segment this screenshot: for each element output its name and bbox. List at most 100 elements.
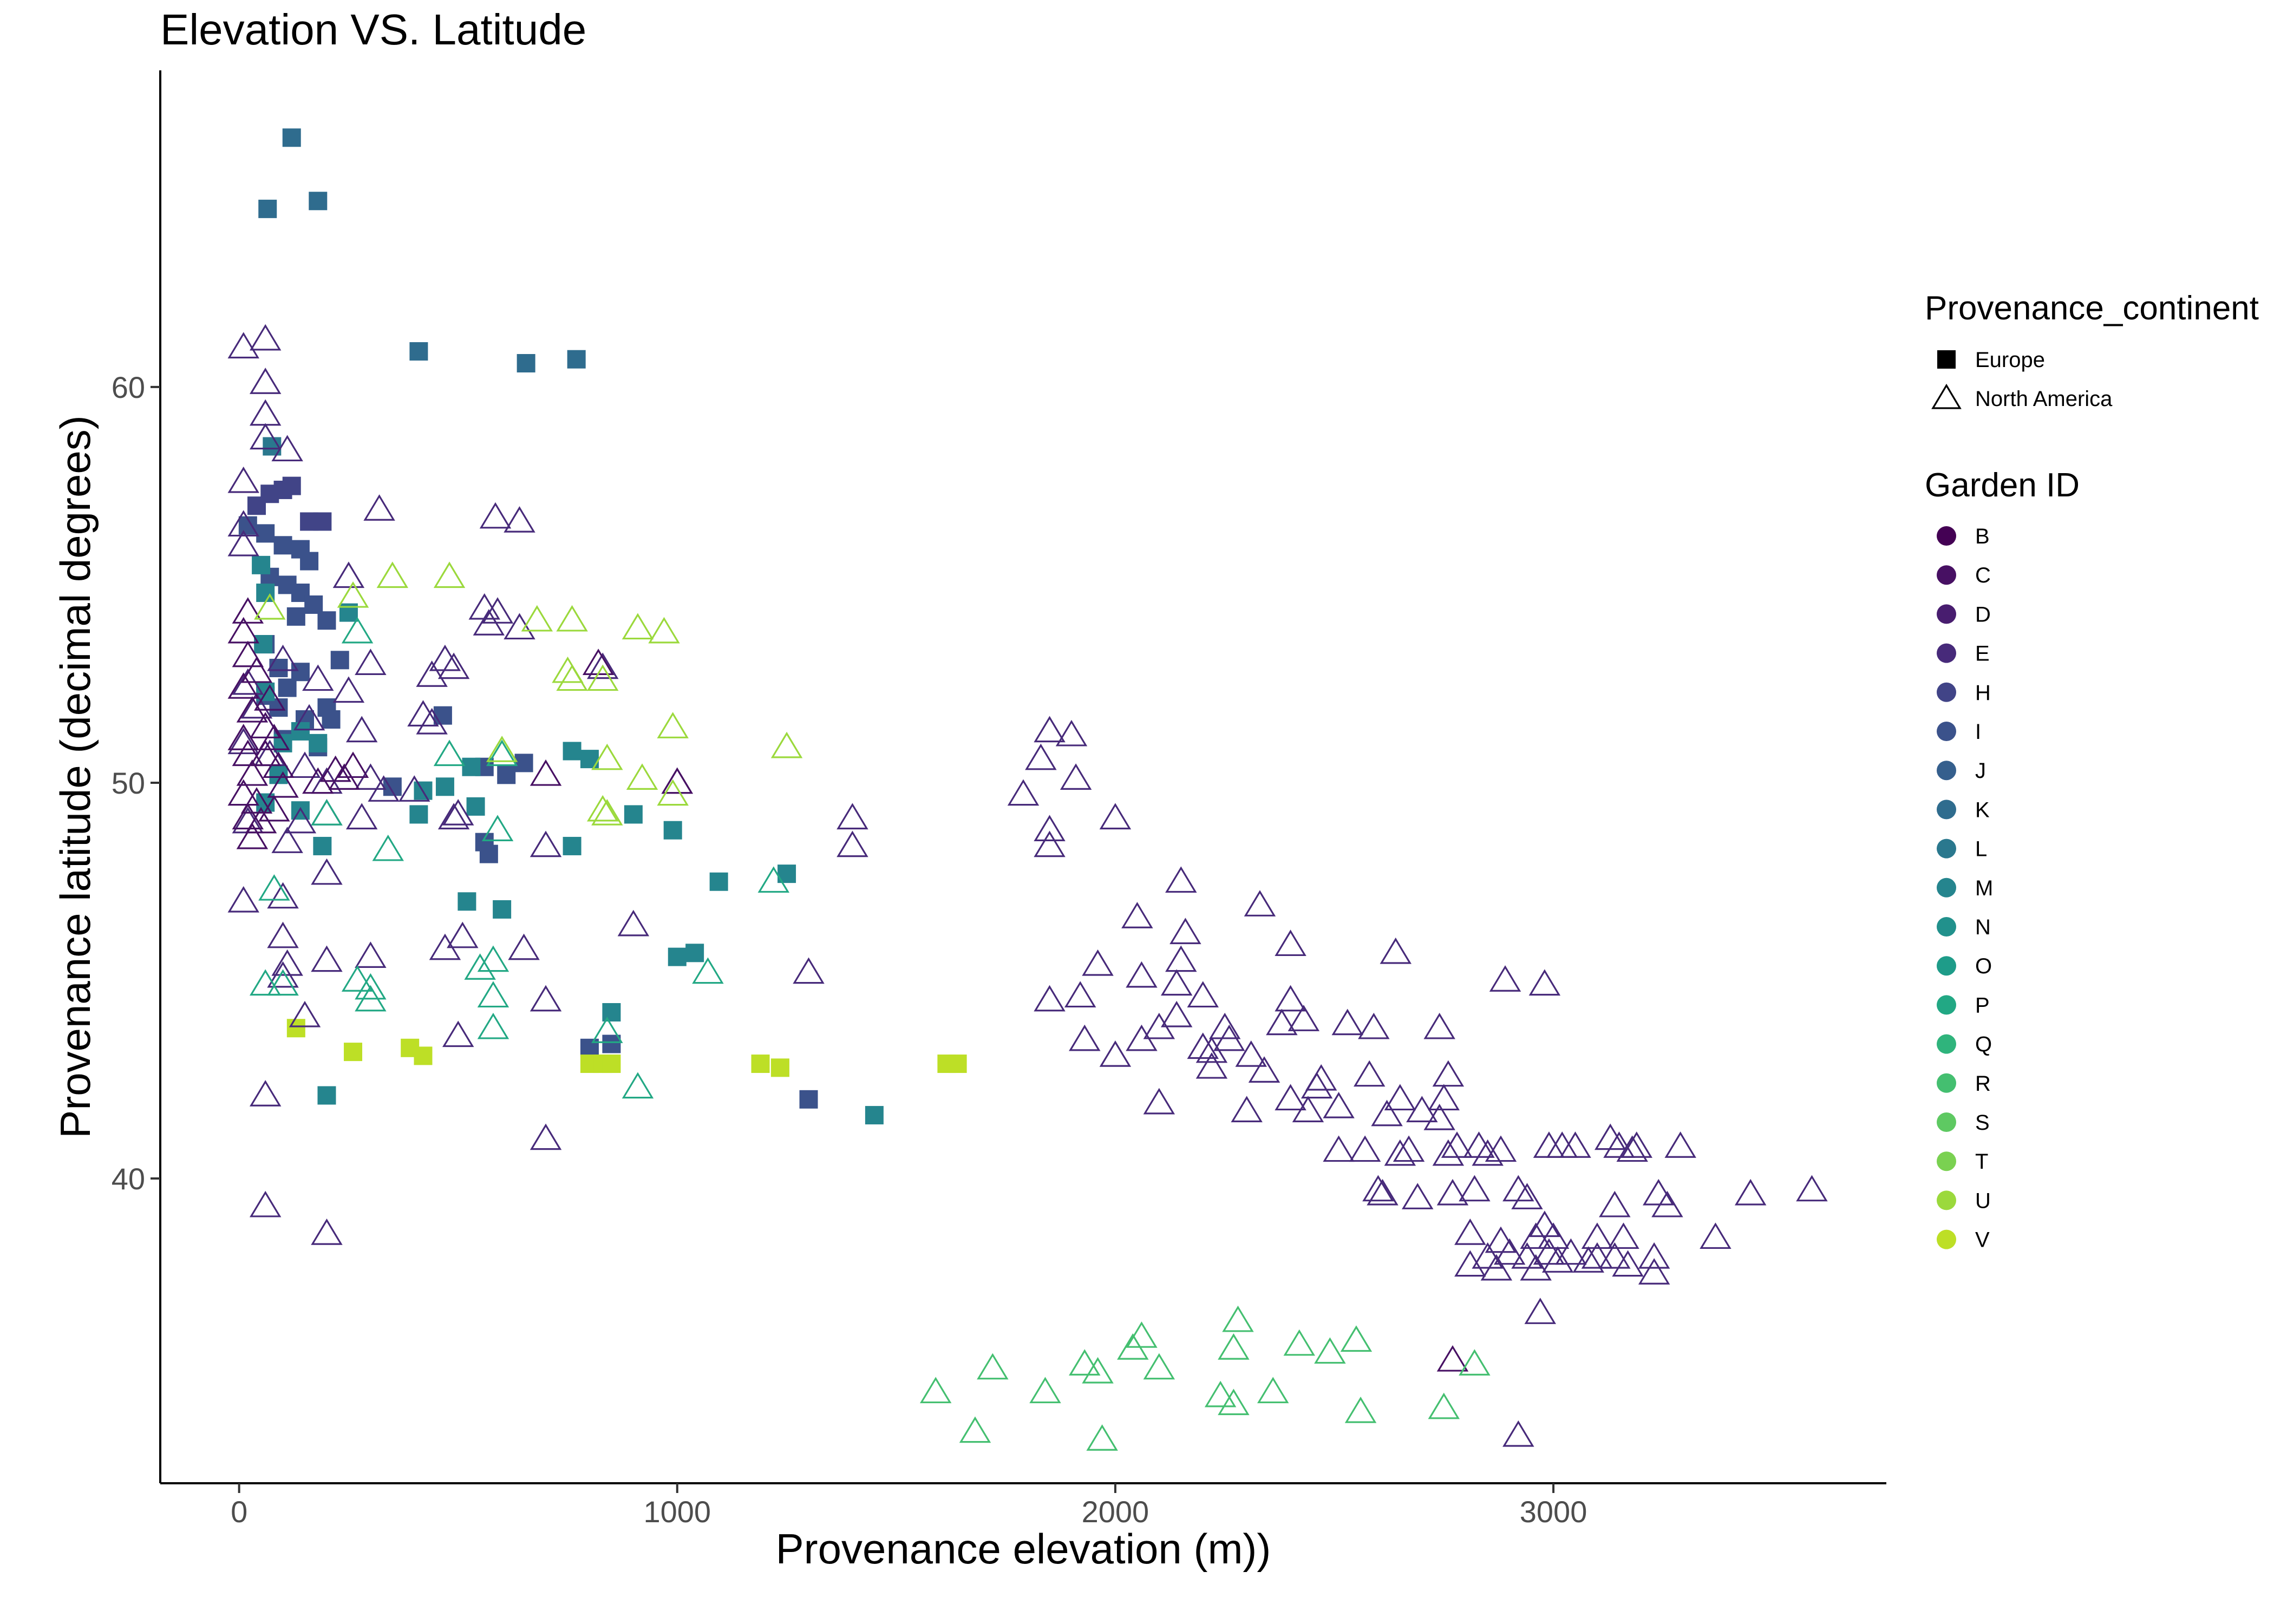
data-point-north-america <box>1082 949 1114 976</box>
data-point-north-america <box>1121 902 1153 928</box>
data-point-north-america <box>311 799 343 826</box>
data-point-north-america <box>1599 1242 1631 1269</box>
data-point-north-america <box>337 751 369 778</box>
data-point-europe <box>409 342 428 361</box>
data-point-north-america <box>1367 1178 1399 1206</box>
data-point-north-america <box>1520 1254 1552 1281</box>
data-point-north-america <box>479 502 512 529</box>
data-point-north-america <box>311 799 343 826</box>
data-point-north-america <box>622 613 654 640</box>
legend-key-triangle <box>1931 383 1962 409</box>
legend-key-dot <box>1937 1073 1956 1093</box>
data-point-north-america <box>258 795 290 822</box>
data-point-north-america <box>1511 1183 1543 1209</box>
data-point-north-america <box>1331 1009 1363 1036</box>
data-point-north-america <box>1086 1424 1118 1451</box>
data-point-europe <box>344 1043 363 1062</box>
data-point-north-america <box>249 1080 282 1106</box>
data-point-north-america <box>591 799 623 826</box>
data-point-north-america <box>227 466 259 493</box>
data-point-north-america <box>1454 1250 1486 1277</box>
data-point-europe <box>685 944 704 962</box>
legend-garden-label: U <box>1975 1189 1991 1213</box>
data-point-north-america <box>1165 945 1197 972</box>
data-point-north-america <box>1362 1175 1394 1202</box>
data-point-north-america <box>477 1012 509 1039</box>
data-point-north-america <box>468 593 500 620</box>
data-point-north-america <box>267 921 299 948</box>
data-point-north-america <box>1143 1012 1175 1039</box>
legend-garden-label: K <box>1975 798 1990 822</box>
legend-key-dot <box>1937 761 1956 781</box>
data-point-north-america <box>648 617 680 644</box>
data-point-north-america <box>1169 918 1201 945</box>
data-point-europe <box>258 199 277 218</box>
data-point-north-america <box>271 827 303 853</box>
data-point-north-america <box>1069 1349 1101 1376</box>
data-point-north-america <box>1034 985 1066 1012</box>
data-point-europe <box>282 476 301 495</box>
data-point-north-america <box>657 779 689 806</box>
data-point-north-america <box>1231 1096 1263 1123</box>
data-point-north-america <box>1528 969 1561 996</box>
data-point-north-america <box>977 1353 1009 1380</box>
data-point-north-america <box>1528 1210 1561 1237</box>
data-point-north-america <box>1423 1012 1455 1039</box>
data-point-north-america <box>1638 1242 1670 1269</box>
data-point-north-america <box>591 743 623 770</box>
data-point-north-america <box>271 949 303 976</box>
data-point-europe <box>414 1046 433 1065</box>
data-point-north-america <box>1502 1420 1534 1447</box>
data-point-europe <box>497 765 516 784</box>
data-point-north-america <box>1218 1333 1250 1360</box>
data-point-north-america <box>1305 1064 1337 1091</box>
data-point-north-america <box>289 751 321 778</box>
data-point-north-america <box>1489 965 1521 992</box>
data-point-europe <box>948 1055 967 1073</box>
data-point-north-america <box>617 909 650 937</box>
legend-key-dot <box>1937 565 1956 585</box>
data-point-north-america <box>692 957 724 984</box>
data-point-europe <box>563 836 581 855</box>
data-point-europe <box>286 607 305 626</box>
data-point-europe <box>668 947 687 966</box>
data-point-north-america <box>1266 1009 1298 1036</box>
data-point-north-america <box>1555 1238 1587 1265</box>
data-point-europe <box>317 1086 336 1105</box>
data-point-north-america <box>530 985 562 1012</box>
y-tick-label: 60 <box>112 370 145 404</box>
legend-garden-label: L <box>1975 837 1987 861</box>
data-point-north-america <box>959 1416 991 1443</box>
data-point-north-america <box>481 597 514 624</box>
data-point-europe <box>563 742 581 761</box>
legend-garden-label: H <box>1975 681 1991 705</box>
data-point-north-america <box>293 704 325 731</box>
data-point-north-america <box>1069 1024 1101 1051</box>
legend-key-dot <box>1937 800 1956 820</box>
data-point-north-america <box>376 561 409 588</box>
legend-continent-items: Europe North America <box>1931 348 2113 411</box>
legend-continent-title: Provenance_continent <box>1925 290 2259 327</box>
data-point-north-america <box>284 807 317 834</box>
legend-key-dot <box>1937 1190 1956 1210</box>
data-point-north-america <box>1423 1103 1455 1130</box>
data-point-north-america <box>661 767 694 794</box>
data-point-europe <box>254 635 273 654</box>
data-point-north-america <box>407 700 439 726</box>
data-point-north-america <box>1143 1353 1175 1380</box>
data-point-north-america <box>249 324 282 351</box>
data-point-north-america <box>508 933 540 960</box>
data-point-north-america <box>355 973 387 1000</box>
data-point-north-america <box>837 830 868 857</box>
data-point-north-america <box>1323 1092 1355 1118</box>
data-point-north-america <box>1651 1190 1683 1217</box>
data-point-north-america <box>249 423 282 450</box>
data-point-north-america <box>355 985 387 1012</box>
data-point-north-america <box>1244 890 1276 916</box>
data-point-europe <box>435 777 454 796</box>
data-point-europe <box>462 757 481 776</box>
legend-garden-label: R <box>1975 1072 1991 1096</box>
data-point-north-america <box>1007 779 1040 806</box>
data-point-europe <box>322 710 341 729</box>
legend-key-dot <box>1937 526 1956 546</box>
